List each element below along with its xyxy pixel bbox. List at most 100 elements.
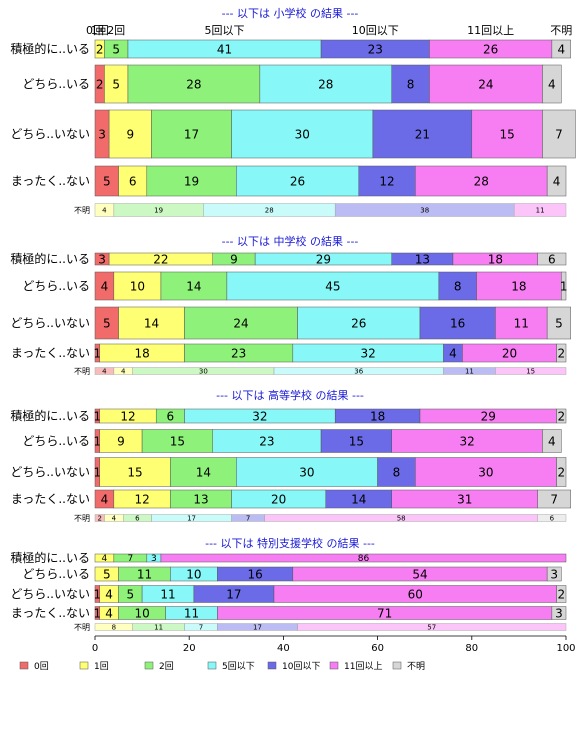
segment-value: 1 (94, 346, 102, 360)
row-label: どちら..いない (10, 316, 90, 330)
segment-value: 4 (101, 492, 109, 506)
segment-value: 5 (112, 42, 120, 56)
segment-value: 24 (478, 77, 493, 91)
bar-segment (415, 457, 557, 487)
panel-title: --- 以下は 小学校 の結果 --- (222, 6, 359, 20)
segment-value: 6 (129, 174, 137, 188)
segment-value: 8 (393, 465, 401, 479)
segment-value: 1 (94, 409, 102, 423)
segment-value: 32 (361, 346, 376, 360)
segment-value: 10 (134, 606, 149, 620)
row-label: 不明 (74, 623, 90, 632)
bar-segment (429, 64, 543, 104)
segment-value: 57 (427, 624, 436, 632)
bar-segment (542, 109, 576, 159)
panel-title: --- 以下は 中学校 の結果 --- (222, 234, 359, 248)
segment-value: 15 (170, 434, 185, 448)
segment-value: 29 (316, 252, 331, 266)
segment-value: 5 (555, 316, 563, 330)
legend-swatch (392, 661, 402, 670)
segment-value: 1 (94, 434, 102, 448)
bar-segment (391, 64, 430, 104)
segment-value: 15 (349, 434, 364, 448)
bar-segment (118, 165, 148, 197)
segment-value: 7 (199, 624, 203, 632)
bar-segment (259, 64, 392, 104)
row-label: 不明 (74, 367, 90, 376)
bar-segment (372, 109, 473, 159)
segment-value: 15 (526, 368, 535, 376)
segment-value: 18 (488, 252, 503, 266)
legend-label: 10回以下 (282, 661, 320, 672)
segment-value: 19 (184, 174, 199, 188)
segment-value: 58 (397, 515, 406, 523)
segment-value: 4 (102, 207, 107, 215)
segment-value: 41 (217, 42, 232, 56)
bar-segment (160, 553, 567, 563)
segment-value: 1 (94, 587, 102, 601)
segment-value: 8 (454, 279, 462, 293)
segment-value: 15 (127, 465, 142, 479)
x-tick-label: 40 (277, 643, 290, 654)
segment-value: 28 (474, 174, 489, 188)
segment-value: 2 (557, 346, 565, 360)
segment-value: 10 (130, 279, 145, 293)
legend-swatch (207, 661, 217, 670)
bar-segment (127, 64, 261, 104)
bar-segment (118, 306, 185, 340)
bar-segment (546, 306, 571, 340)
row-label: 不明 (74, 514, 90, 523)
segment-value: 4 (102, 368, 107, 376)
segment-value: 1 (94, 465, 102, 479)
bar-segment (419, 306, 496, 340)
segment-value: 26 (483, 42, 498, 56)
segment-value: 9 (117, 434, 125, 448)
x-tick-label: 60 (371, 643, 384, 654)
segment-value: 18 (370, 409, 385, 423)
segment-value: 17 (253, 624, 262, 632)
segment-value: 11 (536, 207, 545, 215)
row-label: 積極的に..いる (10, 251, 90, 266)
segment-value: 36 (354, 368, 363, 376)
segment-value: 4 (548, 434, 556, 448)
bar-segment (495, 367, 567, 375)
row-label: まったく..ない (11, 492, 90, 506)
category-label: 1回 (91, 24, 109, 37)
segment-value: 30 (199, 368, 208, 376)
panel-title: --- 以下は 高等学校 の結果 --- (216, 388, 364, 402)
bar-segment (556, 343, 567, 363)
segment-value: 4 (449, 346, 457, 360)
segment-value: 30 (295, 127, 310, 141)
segment-value: 4 (105, 587, 113, 601)
segment-value: 8 (407, 77, 415, 91)
category-label: 不明 (550, 24, 572, 37)
segment-value: 6 (550, 515, 555, 523)
segment-value: 6 (167, 409, 175, 423)
segment-value: 2 (557, 409, 565, 423)
segment-value: 29 (481, 409, 496, 423)
row-label: どちら..いる (22, 434, 90, 448)
segment-value: 14 (186, 279, 201, 293)
bar-segment (438, 271, 477, 301)
row-label: 積極的に..いる (10, 41, 90, 56)
segment-value: 11 (154, 624, 163, 632)
segment-value: 9 (127, 127, 135, 141)
legend-swatch (329, 661, 339, 670)
panel-title: --- 以下は 特別支援学校 の結果 --- (205, 536, 375, 550)
bar-segment (542, 64, 562, 104)
bar-segment (537, 252, 567, 266)
segment-value: 4 (121, 368, 126, 376)
segment-value: 5 (127, 587, 135, 601)
segment-value: 23 (231, 346, 246, 360)
segment-value: 14 (351, 492, 366, 506)
segment-value: 28 (318, 77, 333, 91)
x-tick-label: 100 (556, 643, 575, 654)
segment-value: 32 (252, 409, 267, 423)
row-label: どちら..いない (10, 465, 90, 479)
segment-value: 12 (120, 409, 135, 423)
bar-segment (513, 203, 567, 217)
segment-value: 15 (499, 127, 514, 141)
segment-value: 18 (511, 279, 526, 293)
segment-value: 17 (184, 127, 199, 141)
x-tick-label: 0 (92, 643, 98, 654)
